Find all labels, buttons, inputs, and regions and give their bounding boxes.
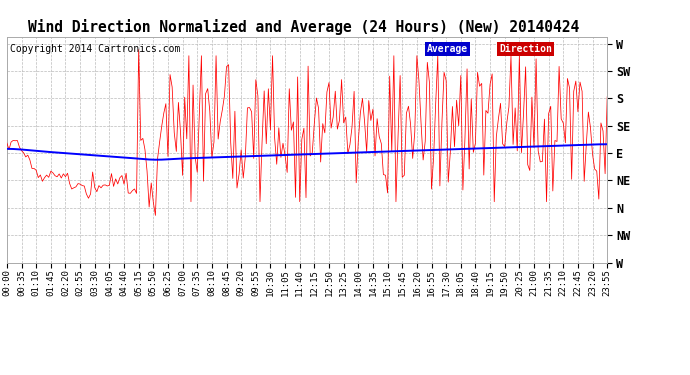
Text: Copyright 2014 Cartronics.com: Copyright 2014 Cartronics.com [10,44,180,54]
Text: Direction: Direction [499,44,552,54]
Text: Wind Direction Normalized and Average (24 Hours) (New) 20140424: Wind Direction Normalized and Average (2… [28,19,579,35]
Text: Average: Average [427,44,469,54]
